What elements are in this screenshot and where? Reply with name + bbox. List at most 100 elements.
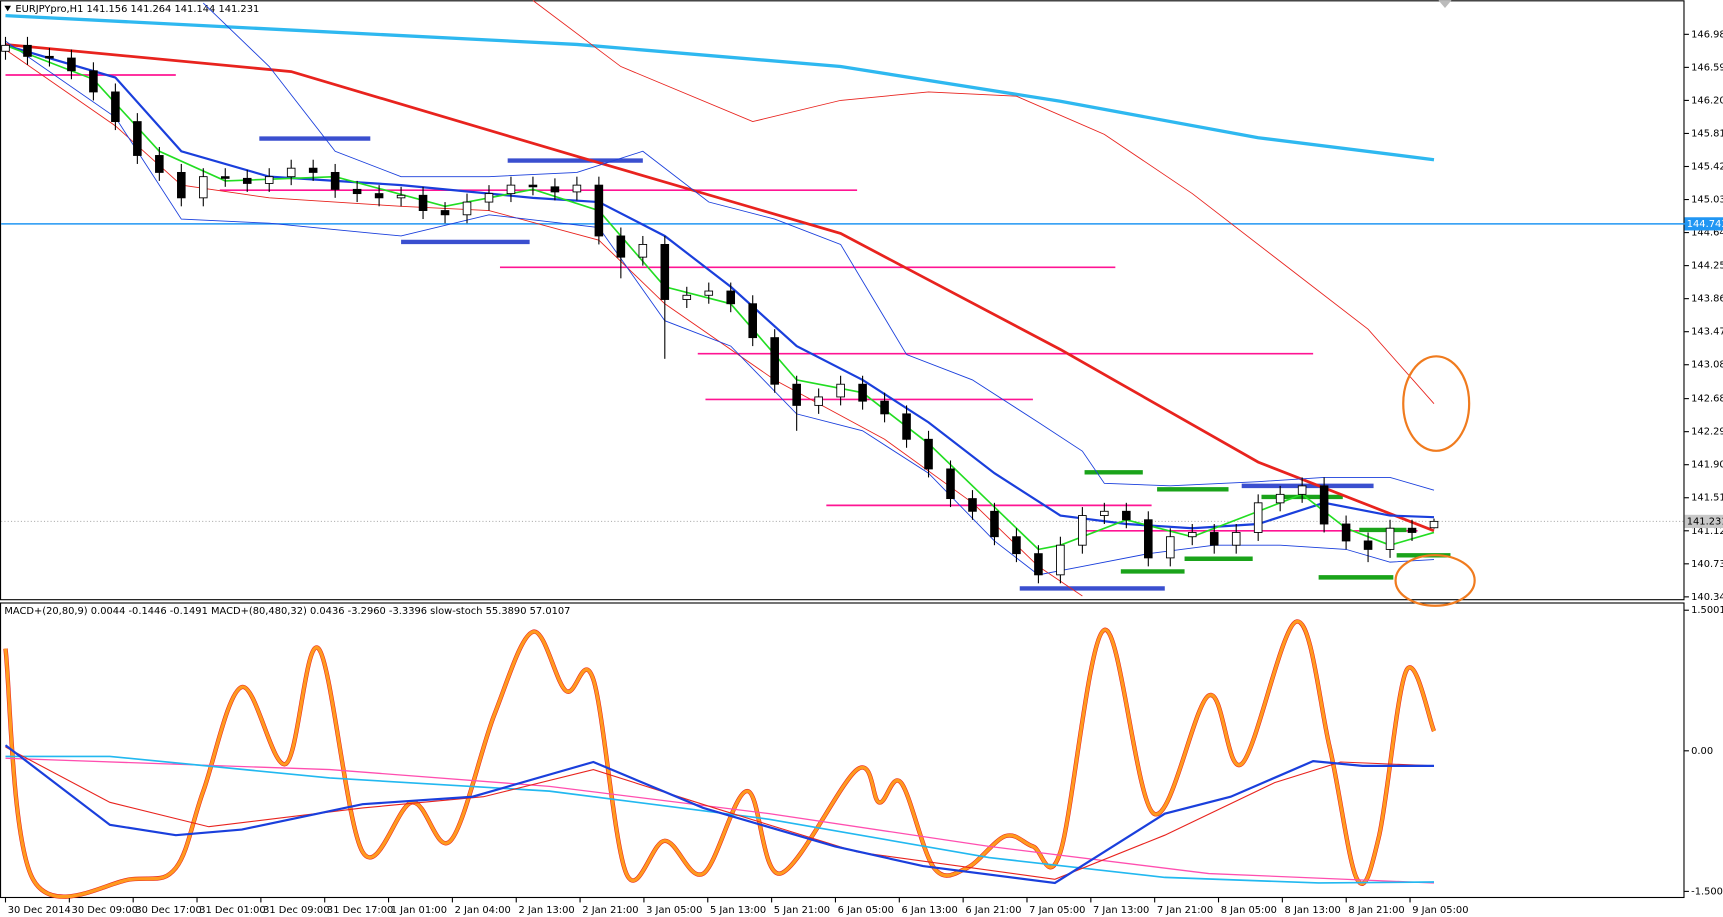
candle-body bbox=[638, 243, 648, 258]
candle-body bbox=[990, 510, 999, 538]
candle-body bbox=[1122, 510, 1131, 521]
x-tick-label: 31 Dec 01:00 bbox=[199, 905, 265, 916]
y-tick-label: 144.250 bbox=[1691, 261, 1723, 272]
x-tick-label: 6 Jan 05:00 bbox=[838, 905, 894, 916]
y-tick-label: 143.860 bbox=[1691, 294, 1723, 305]
x-tick-label: 9 Jan 05:00 bbox=[1412, 905, 1468, 916]
indicator-line bbox=[5, 755, 1435, 884]
candle-body bbox=[1231, 532, 1241, 546]
x-tick-label: 30 Dec 2014 bbox=[8, 905, 71, 916]
candle-body bbox=[1385, 527, 1395, 550]
annotation-ellipse bbox=[1402, 355, 1471, 452]
candle-body bbox=[968, 498, 977, 512]
candle-body bbox=[572, 184, 582, 193]
candle-body bbox=[1319, 485, 1329, 525]
y-tick-label: 143.470 bbox=[1691, 327, 1723, 338]
candle-body bbox=[1012, 536, 1021, 555]
indicator-line bbox=[5, 40, 1435, 576]
y-tick-label: 143.080 bbox=[1691, 360, 1723, 371]
x-tick-label: 31 Dec 09:00 bbox=[263, 905, 329, 916]
y-tick-label: 140.340 bbox=[1691, 592, 1723, 603]
candle-body bbox=[704, 290, 714, 296]
candle-body bbox=[880, 400, 889, 415]
candle-body bbox=[1187, 532, 1197, 538]
y-tick-label: -1.5001 bbox=[1691, 886, 1723, 897]
y-tick-label: 141.120 bbox=[1691, 526, 1723, 537]
candle-body bbox=[858, 383, 867, 402]
indicator-line bbox=[4, 744, 1435, 885]
candle-body bbox=[1429, 520, 1439, 529]
candle-body bbox=[155, 155, 164, 173]
y-tick-label: 1.5001 bbox=[1691, 605, 1723, 616]
price-label-box bbox=[1684, 217, 1723, 231]
candle-body bbox=[1275, 493, 1285, 504]
y-tick-label: 141.510 bbox=[1691, 493, 1723, 504]
x-tick-label: 8 Jan 05:00 bbox=[1221, 905, 1277, 916]
candle-body bbox=[528, 184, 538, 188]
x-tick-label: 31 Dec 17:00 bbox=[327, 905, 393, 916]
menu-arrow[interactable] bbox=[4, 5, 11, 12]
x-tick-label: 30 Dec 09:00 bbox=[72, 905, 138, 916]
candle-body bbox=[1078, 515, 1087, 546]
candle-body bbox=[1, 44, 10, 52]
candle-body bbox=[1297, 485, 1307, 495]
y-tick-label: 145.030 bbox=[1691, 195, 1723, 206]
candle-body bbox=[682, 294, 692, 300]
x-tick-label: 2 Jan 13:00 bbox=[518, 905, 574, 916]
candle-body bbox=[902, 413, 911, 440]
x-tick-label: 2 Jan 21:00 bbox=[582, 905, 638, 916]
candle-body bbox=[814, 396, 823, 406]
candle-body bbox=[374, 193, 384, 199]
x-tick-label: 3 Jan 05:00 bbox=[646, 905, 702, 916]
candle-body bbox=[506, 184, 516, 195]
candle-body bbox=[45, 55, 54, 59]
candle-body bbox=[1363, 540, 1373, 550]
candle-body bbox=[264, 176, 274, 184]
candle-body bbox=[792, 383, 801, 406]
candle-body bbox=[1341, 523, 1351, 542]
candle-body bbox=[308, 167, 318, 173]
price-label: 144.743 bbox=[1687, 219, 1723, 230]
x-tick-label: 7 Jan 05:00 bbox=[1029, 905, 1085, 916]
symbol-header: EURJPYpro,H1 141.156 141.264 141.144 141… bbox=[15, 4, 259, 15]
y-tick-label: 142.290 bbox=[1691, 427, 1723, 438]
candle-body bbox=[462, 201, 472, 216]
candle-body bbox=[396, 194, 406, 199]
x-tick-label: 6 Jan 13:00 bbox=[901, 905, 957, 916]
indicator-line bbox=[5, 757, 1435, 884]
indicator-line bbox=[5, 43, 1435, 533]
y-tick-label: 144.640 bbox=[1691, 228, 1723, 239]
y-tick-label: 140.730 bbox=[1691, 559, 1723, 570]
x-tick-label: 5 Jan 13:00 bbox=[710, 905, 766, 916]
candle-body bbox=[550, 186, 560, 193]
shift-marker[interactable] bbox=[1438, 0, 1452, 8]
candle-body bbox=[111, 91, 120, 123]
candle-body bbox=[770, 337, 779, 385]
indicator-line bbox=[532, 0, 1435, 404]
y-tick-label: 145.810 bbox=[1691, 128, 1723, 139]
candle-body bbox=[67, 57, 76, 72]
candle-body bbox=[726, 290, 736, 305]
indicator-line bbox=[5, 14, 1435, 162]
x-tick-label: 2 Jan 04:00 bbox=[455, 905, 511, 916]
y-tick-label: 0.00 bbox=[1691, 746, 1713, 757]
candle-body bbox=[924, 438, 933, 470]
candle-body bbox=[1209, 532, 1219, 546]
x-tick-label: 8 Jan 13:00 bbox=[1285, 905, 1341, 916]
indicator-line bbox=[202, 2, 1435, 491]
candle-body bbox=[133, 121, 142, 156]
candle-body bbox=[594, 184, 604, 237]
y-tick-label: 141.900 bbox=[1691, 460, 1723, 471]
indicator-header: MACD+(20,80,9) 0.0044 -0.1446 -0.1491 MA… bbox=[4, 606, 570, 617]
x-tick-label: 5 Jan 21:00 bbox=[774, 905, 830, 916]
price-panel-frame bbox=[0, 0, 1685, 601]
candle-body bbox=[616, 235, 626, 258]
x-tick-label: 1 Jan 01:00 bbox=[391, 905, 447, 916]
candle-body bbox=[286, 167, 296, 178]
candle-body bbox=[352, 188, 362, 195]
y-tick-label: 146.200 bbox=[1691, 95, 1723, 106]
candle-body bbox=[1165, 536, 1175, 559]
x-tick-label: 6 Jan 21:00 bbox=[965, 905, 1021, 916]
